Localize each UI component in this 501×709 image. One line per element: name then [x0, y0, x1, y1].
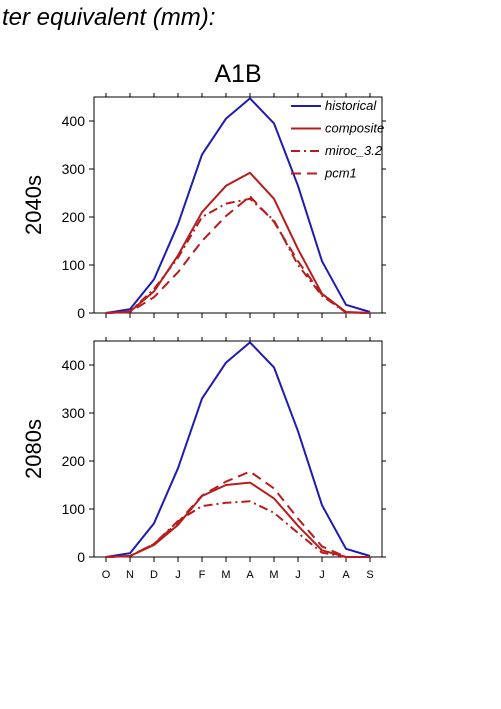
y-tick-label: 0: [77, 549, 85, 565]
y-tick-label: 300: [62, 405, 86, 421]
page-title: ter equivalent (mm):: [2, 4, 215, 31]
series-line-miroc-3-2: [105, 500, 370, 558]
legend-label: composite: [325, 121, 384, 136]
x-tick-label: M: [269, 569, 278, 581]
series-line-historical: [105, 341, 371, 558]
x-tick-label: F: [199, 569, 206, 581]
y-tick-label: 100: [62, 501, 86, 517]
legend-label: miroc_3.2: [325, 143, 383, 158]
series-line-pcm1: [105, 195, 371, 314]
series-line-miroc-3-2: [105, 197, 371, 314]
legend: historical composite miroc_3.2 pcm1: [291, 98, 384, 181]
y-tick-label: 0: [77, 305, 85, 321]
x-tick-label: J: [319, 569, 325, 581]
chart-panel-2040s: 0 100 200 300 400 2040s historical composite mir…: [21, 93, 386, 321]
y-tick-label: 400: [62, 357, 86, 373]
x-tick-label: N: [126, 569, 134, 581]
scenario-title: A1B: [214, 60, 261, 88]
series-line-historical: [105, 97, 371, 314]
y-tick-label: 200: [62, 209, 86, 225]
y-tick-label: 400: [62, 113, 86, 129]
x-tick-label: A: [246, 569, 254, 581]
legend-label: pcm1: [324, 166, 357, 181]
y-tick-label: 200: [62, 453, 86, 469]
y-tick-label: 300: [62, 161, 86, 177]
series-line-pcm1: [105, 470, 370, 558]
x-tick-label: A: [342, 569, 350, 581]
legend-label: historical: [325, 98, 377, 113]
x-tick-label: J: [175, 569, 181, 581]
chart-panel-2080s: 0 100 200 300 400 O N D J F M A M J J A S 2080s: [21, 337, 386, 581]
x-tick-label: D: [150, 569, 158, 581]
x-tick-label: O: [102, 569, 111, 581]
series-line-composite: [105, 171, 371, 314]
plot-frame: [93, 340, 383, 558]
row-label: 2040s: [21, 175, 46, 235]
x-tick-label: S: [366, 569, 373, 581]
chart-panels: 0 100 200 300 400 2040s historical composite mir…: [21, 93, 386, 581]
row-label: 2080s: [21, 419, 46, 479]
x-tick-label: J: [295, 569, 301, 581]
x-tick-label: M: [221, 569, 230, 581]
plot-frame: [93, 96, 383, 314]
y-tick-label: 100: [62, 257, 86, 273]
